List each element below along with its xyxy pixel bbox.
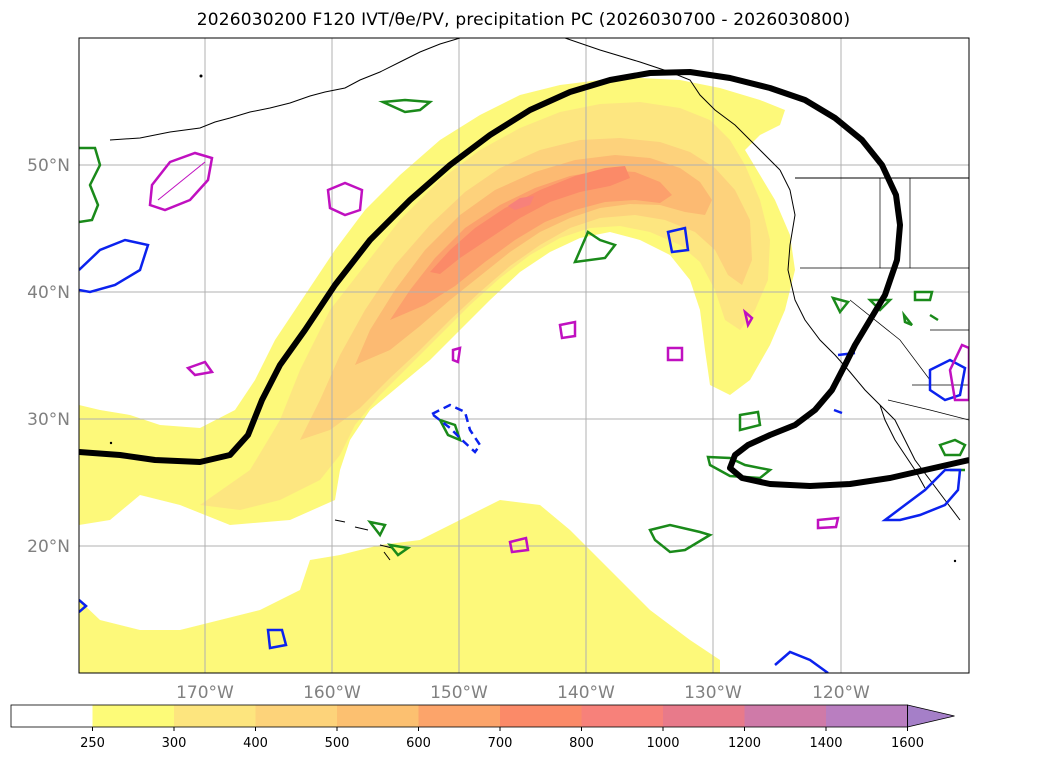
pv-blue-7	[774, 650, 829, 673]
pv-green-2	[79, 146, 102, 224]
graticule	[79, 38, 969, 673]
pv-green-3	[572, 230, 618, 264]
pv-green-7	[648, 523, 714, 554]
colorbar-segment	[418, 705, 501, 727]
pv-magenta-5	[666, 346, 684, 362]
colorbar-segment	[663, 705, 745, 727]
pv-magenta-10	[948, 343, 969, 402]
colorbar-tick-label: 1200	[728, 736, 761, 751]
pv-contours	[79, 98, 969, 673]
colorbar-segment	[581, 705, 664, 727]
pv-green-5	[738, 410, 762, 432]
theta-e-contour	[79, 69, 969, 489]
pv-blue-2	[666, 226, 690, 254]
colorbar-tick-label: 250	[80, 736, 105, 751]
map-content	[79, 38, 969, 673]
lat-label-50n: 50°N	[27, 156, 70, 176]
colorbar-tick-label: 400	[243, 736, 268, 751]
pv-magenta-3	[185, 360, 215, 377]
colorbar: 250 300 400 500 600 700 800 1000 1200 1400 1600	[10, 704, 955, 751]
colorbar-tick-label: 700	[488, 736, 513, 751]
colorbar-segment	[826, 705, 908, 727]
pv-magenta-4	[558, 320, 577, 340]
alaska-coast	[109, 38, 461, 141]
colorbar-segment	[744, 705, 827, 727]
pv-green-4	[830, 290, 939, 327]
lon-label-130w: 130°W	[684, 683, 742, 703]
pv-magenta-8	[508, 536, 530, 554]
pv-blue-1	[79, 238, 150, 294]
pv-magenta-1-inner	[157, 161, 206, 201]
pv-green-8	[366, 520, 412, 557]
map-frame	[78, 37, 970, 674]
colorbar-tick-label: 800	[569, 736, 594, 751]
colorbar-tick-label: 500	[325, 736, 350, 751]
islands	[109, 74, 957, 563]
state-border-3	[849, 299, 931, 381]
pv-magenta-6	[451, 346, 462, 364]
alaska-gulf-coast	[564, 38, 781, 171]
lat-label-40n: 40°N	[27, 283, 70, 303]
colorbar-tick-label: 1000	[646, 736, 679, 751]
ivt-700	[430, 166, 630, 274]
pv-blue-8	[79, 599, 88, 613]
ivt-250-west	[79, 405, 100, 510]
pv-magenta-1	[148, 151, 214, 212]
colorbar-extend-arrow	[907, 704, 955, 728]
colorbar-segment	[500, 705, 582, 727]
colorbar-segment	[337, 705, 419, 727]
ivt-700-core	[508, 196, 534, 210]
lat-label-30n: 30°N	[27, 410, 70, 430]
pv-blue-5	[928, 358, 967, 402]
lon-label-150w: 150°W	[430, 683, 488, 703]
colorbar-segment	[11, 705, 93, 727]
pv-green-9	[437, 417, 463, 443]
pv-green-1	[378, 98, 434, 114]
colorbar-tick-label: 300	[162, 736, 187, 751]
colorbar-segment	[174, 705, 256, 727]
ivt-400	[300, 138, 752, 440]
coastlines	[109, 38, 969, 561]
colorbar-frame	[10, 704, 908, 728]
pv-blue-6	[266, 628, 288, 650]
pv-magenta-7	[742, 308, 754, 329]
colorbar-tick-label: 1400	[809, 736, 842, 751]
hawaii	[334, 519, 393, 561]
lat-label-20n: 20°N	[27, 537, 70, 557]
lon-label-120w: 120°W	[812, 683, 870, 703]
colorbar-segment	[255, 705, 338, 727]
lon-label-170w: 170°W	[176, 683, 234, 703]
chart-title: 2026030200 F120 IVT/θe/PV, precipitation…	[196, 10, 851, 30]
ivt-250-south	[79, 500, 720, 673]
mexico-border	[887, 399, 969, 421]
lon-label-140w: 140°W	[557, 683, 615, 703]
pv-magenta-9	[816, 516, 840, 530]
pv-blue-3	[429, 403, 482, 454]
pv-blue-4	[881, 468, 962, 522]
colorbar-tick-label: 600	[406, 736, 431, 751]
pv-magenta-2	[326, 181, 364, 217]
lon-label-160w: 160°W	[303, 683, 361, 703]
colorbar-tick-label: 1600	[891, 736, 924, 751]
colorbar-segment	[92, 705, 175, 727]
